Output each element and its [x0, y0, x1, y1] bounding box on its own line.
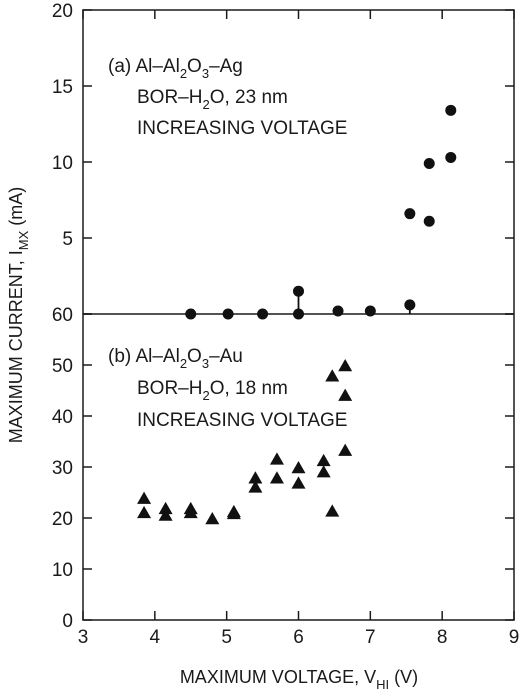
y-tick-label: 10: [52, 153, 73, 174]
data-point-b: [338, 388, 353, 401]
y-tick-label: 60: [52, 305, 73, 326]
x-tick-label: 6: [293, 627, 304, 648]
data-point-b: [158, 501, 173, 515]
data-point-a: [257, 308, 269, 320]
data-point-b: [291, 476, 306, 489]
data-point-a: [332, 305, 344, 317]
y-tick-label: 5: [62, 229, 73, 250]
annotation-b-line3: INCREASING VOLTAGE: [137, 410, 347, 431]
data-point-b: [137, 491, 152, 504]
data-point-b: [269, 471, 284, 484]
y-tick-label: 50: [52, 356, 73, 377]
data-point-a: [445, 104, 457, 116]
data-point-b: [338, 359, 353, 372]
data-point-b: [316, 465, 331, 478]
data-point-a: [293, 308, 304, 320]
x-tick-label: 7: [365, 627, 376, 648]
data-point-b: [325, 369, 340, 382]
annotation-a-line3: INCREASING VOLTAGE: [137, 118, 347, 139]
annotation-b-line2: BOR–H2O, 18 nm: [137, 378, 288, 403]
data-point-b: [183, 505, 198, 519]
x-axis-title: MAXIMUM VOLTAGE, VHI (V): [180, 667, 418, 692]
tick-labels: 3 4 5 6 7 8 9 5 10 15 20 0 10 20 30 40 50 60: [52, 1, 519, 648]
annotation-a-line2: BOR–H2O, 23 nm: [137, 87, 288, 112]
x-tick-label: 4: [150, 627, 161, 648]
y-tick-label: 20: [52, 509, 73, 530]
data-point-a: [364, 305, 376, 317]
x-tick-label: 9: [509, 627, 520, 648]
y-axis-title: MAXIMUM CURRENT, IMX (mA): [6, 187, 31, 444]
x-tick-label: 8: [437, 627, 448, 648]
x-tick-label: 3: [78, 627, 89, 648]
y-tick-label: 40: [52, 407, 73, 428]
y-tick-label: 10: [52, 560, 73, 581]
data-point-b: [226, 506, 241, 520]
data-point-b: [158, 508, 173, 521]
y-tick-label: 30: [52, 458, 73, 479]
y-tick-label: 15: [52, 77, 73, 98]
axis-ticks: [82, 9, 515, 621]
data-point-b: [316, 453, 331, 467]
data-point-a: [222, 308, 234, 320]
data-point-b: [291, 461, 306, 474]
stem-lines: [297, 291, 411, 314]
data-point-b: [205, 512, 220, 525]
data-point-b: [137, 505, 152, 519]
data-point-a: [445, 151, 457, 163]
data-point-b: [248, 480, 263, 493]
data-point-b: [325, 504, 340, 517]
annotation-b-line1: (b) Al–Al2O3–Au: [108, 346, 243, 371]
annotation-a-line1: (a) Al–Al2O3–Ag: [108, 56, 243, 81]
data-point-a: [404, 299, 416, 311]
data-point-a: [293, 285, 304, 297]
y-tick-label: 0: [62, 611, 73, 632]
data-point-a: [404, 208, 416, 220]
data-markers: [137, 104, 457, 525]
data-point-b: [248, 471, 263, 484]
data-point-a: [185, 308, 197, 320]
x-tick-label: 5: [221, 627, 232, 648]
y-tick-label: 20: [52, 1, 73, 22]
data-point-b: [269, 452, 284, 465]
data-point-a: [423, 158, 435, 170]
data-point-a: [423, 215, 435, 227]
data-point-b: [338, 443, 353, 456]
